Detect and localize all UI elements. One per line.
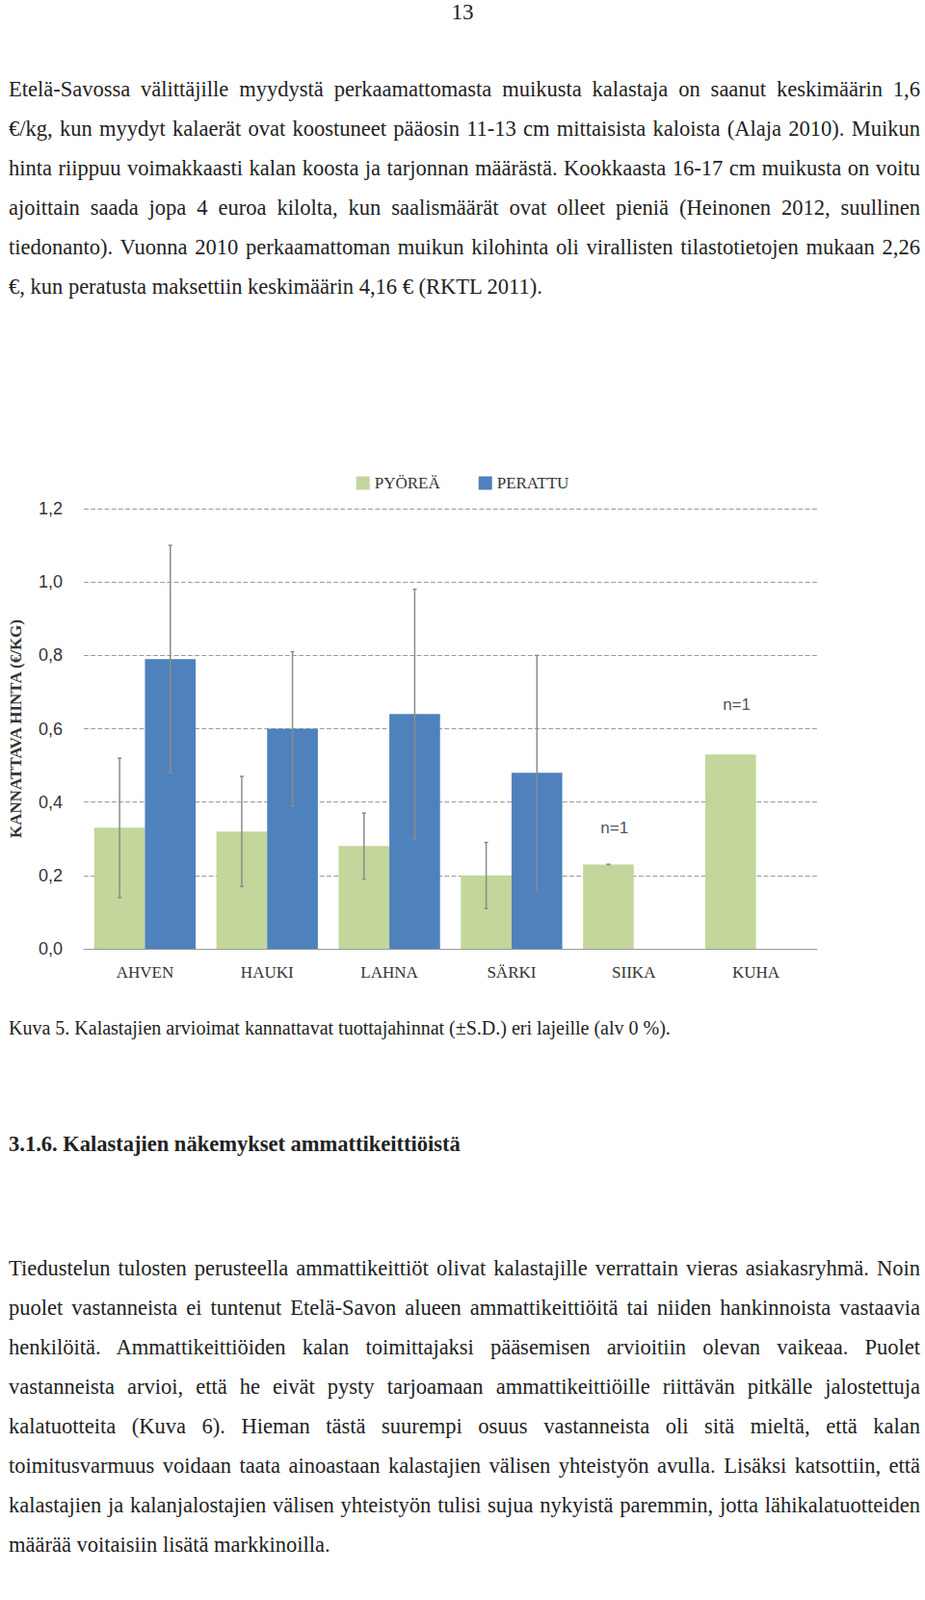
svg-text:n=1: n=1: [600, 819, 629, 838]
html-text:13: 13: [451, 0, 474, 25]
svg-text:0,8: 0,8: [38, 645, 63, 665]
svg-text:0,4: 0,4: [38, 792, 63, 813]
svg-text:0,0: 0,0: [38, 939, 63, 959]
svg-text:1,0: 1,0: [38, 572, 63, 592]
html-text:3.1.6. Kalastajien näkemykset: 3.1.6. Kalastajien näkemykset ammattikei…: [8, 1132, 461, 1157]
svg-text:0,6: 0,6: [38, 719, 63, 740]
svg-text:HAUKI: HAUKI: [240, 963, 294, 982]
svg-text:KANNATTAVA HINTA (€/KG): KANNATTAVA HINTA (€/KG): [6, 619, 26, 839]
html-text:Etelä-Savossa välittäjille myy: Etelä-Savossa välittäjille myydystä perk…: [8, 77, 921, 299]
svg-text:SÄRKI: SÄRKI: [486, 963, 536, 982]
svg-text:AHVEN: AHVEN: [116, 963, 175, 982]
svg-text:SIIKA: SIIKA: [611, 963, 657, 982]
svg-text:PYÖREÄ: PYÖREÄ: [374, 474, 442, 493]
svg-text:0,2: 0,2: [38, 866, 63, 886]
svg-text:PERATTU: PERATTU: [497, 474, 570, 493]
svg-text:1,2: 1,2: [38, 499, 63, 519]
svg-text:n=1: n=1: [722, 695, 751, 714]
html-text:Kuva 5. Kalastajien arvioimat: Kuva 5. Kalastajien arvioimat kannattava…: [8, 1017, 671, 1039]
svg-text:LAHNA: LAHNA: [360, 963, 419, 982]
svg-text:KUHA: KUHA: [732, 963, 781, 982]
html-text:Tiedustelun tulosten perusteel: Tiedustelun tulosten perusteella ammatti…: [8, 1256, 921, 1558]
